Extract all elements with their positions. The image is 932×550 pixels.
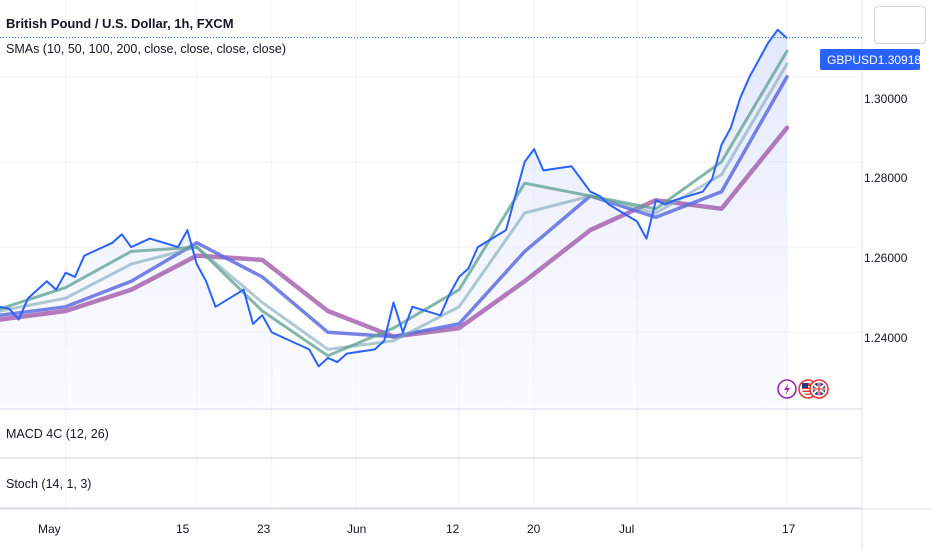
- price-line-layer: [0, 28, 788, 368]
- sma-series-line-sma-50: [0, 62, 789, 351]
- x-tick-label: 23: [257, 522, 271, 536]
- price-series-line: [0, 28, 788, 368]
- chart-title: British Pound / U.S. Dollar, 1h, FXCM: [6, 16, 234, 31]
- last-price-tag: GBPUSD 1.30918: [820, 49, 922, 70]
- x-tick-label: Jul: [619, 522, 635, 536]
- sma-series-line-sma-100: [0, 74, 789, 339]
- chart-toolbar-box[interactable]: [874, 6, 926, 44]
- x-tick-label: 20: [527, 522, 541, 536]
- x-tick-label: Jun: [347, 522, 367, 536]
- y-tick-label: 1.30000: [864, 92, 908, 106]
- sma-indicator-label[interactable]: SMAs (10, 50, 100, 200, close, close, cl…: [6, 42, 286, 56]
- macd-pane-label[interactable]: MACD 4C (12, 26): [6, 427, 109, 441]
- x-tick-label: May: [38, 522, 61, 536]
- y-tick-label: 1.26000: [864, 251, 908, 265]
- sma-series-line-sma-10: [0, 49, 789, 358]
- price-area-fill: [0, 29, 787, 410]
- lightning-icon[interactable]: [777, 379, 797, 399]
- uk-flag-icon[interactable]: [809, 379, 829, 399]
- stoch-pane-label[interactable]: Stoch (14, 1, 3): [6, 477, 92, 491]
- x-tick-label: 15: [176, 522, 190, 536]
- y-tick-label: 1.28000: [864, 171, 908, 185]
- x-tick-label: 17: [782, 522, 796, 536]
- price-tag-symbol: GBPUSD: [827, 52, 878, 67]
- price-tag-value: 1.30918: [877, 52, 922, 67]
- price-area: [0, 29, 787, 410]
- y-tick-label: 1.24000: [864, 331, 908, 345]
- x-tick-label: 12: [446, 522, 460, 536]
